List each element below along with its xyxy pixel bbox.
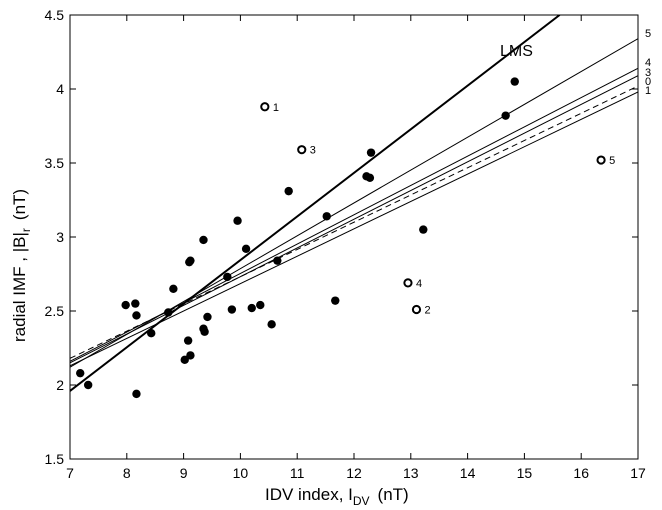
filled-point [121,300,130,310]
y-tick-label: 2 [56,377,64,393]
filled-point [233,216,242,225]
fit-line-0 [70,85,638,359]
open-point-label: 2 [424,305,430,317]
filled-point [203,312,212,322]
open-point [403,278,413,288]
filled-point [267,320,276,329]
open-point-label: 4 [416,278,422,290]
x-tick-labels: 7 8 9 10 11 12 13 14 15 16 17 [66,465,646,481]
y-tick-label: 4.5 [45,7,65,23]
x-tick-label: 9 [180,465,188,481]
filled-point [164,308,173,317]
y-tick-label: 4 [56,81,64,97]
x-tick-label: 12 [346,465,362,481]
filled-point [131,299,140,308]
y-tick-labels: 1.5 2 2.5 3 3.5 4 4.5 [45,7,65,467]
fit-line-label-3: 3 [645,67,651,79]
data-points [76,77,606,399]
y-tick-label: 3.5 [45,155,65,171]
filled-point [200,327,209,336]
fit-line-label-1: 1 [645,85,651,97]
plot-frame [69,14,639,460]
y-tick-label: 1.5 [45,451,65,467]
filled-point [83,380,93,390]
fit-line-label-4: 4 [645,57,651,69]
filled-point [132,389,141,399]
fit-line-lms [70,15,561,392]
open-point-label: 5 [609,155,615,167]
filled-point [169,284,178,293]
y-axis-title-main: radial IMF , |B| [10,232,29,342]
filled-point [227,305,237,314]
x-axis-title: IDV index, IDV (nT) [265,485,409,508]
fit-line-label-5: 5 [645,28,651,40]
y-axis-title-sub: r [19,228,33,232]
filled-point [147,329,156,338]
x-tick-label: 14 [460,465,476,481]
y-tick-label: 3 [56,229,64,245]
x-tick-label: 15 [517,465,533,481]
x-axis-title-main: IDV index, I [265,485,353,504]
y-axis-title-unit: (nT) [10,189,29,220]
filled-point [223,272,232,282]
open-point [596,155,606,165]
filled-point [186,256,195,265]
x-tick-label: 8 [123,465,131,481]
x-axis-title-sub: DV [353,494,370,508]
y-tick-label: 2.5 [45,303,65,319]
filled-point [419,225,428,234]
filled-point [273,256,282,265]
filled-point [256,300,265,310]
open-point [297,145,307,155]
filled-point [247,303,256,313]
x-tick-label: 11 [290,465,305,481]
filled-point [241,244,251,254]
axis-ticks [69,14,639,460]
filled-point [199,235,208,245]
x-tick-label: 10 [233,465,249,481]
fit-line-1 [70,91,638,367]
open-point-label: 1 [273,102,279,114]
filled-point [366,148,376,157]
open-point-labels: 1 2 3 4 5 [273,102,615,317]
filled-point [186,351,195,360]
y-axis-title: radial IMF , |B|r (nT) [10,189,33,342]
fit-line-3 [70,75,638,364]
filled-point [510,77,519,86]
x-tick-label: 17 [630,465,646,481]
filled-point [76,368,85,378]
x-tick-label: 16 [573,465,589,481]
open-point [260,102,270,112]
lms-line-label: LMS [500,43,533,60]
filled-point [183,336,193,345]
filled-point [365,173,375,182]
x-tick-label: 13 [403,465,419,481]
fit-line-label-0: 0 [645,76,651,88]
filled-point [284,186,293,196]
filled-point [331,296,340,305]
filled-point [132,311,141,320]
x-tick-label: 7 [66,465,74,481]
open-point [411,304,422,315]
open-point-label: 3 [310,145,316,157]
filled-point [501,111,510,120]
filled-point [322,212,331,221]
x-axis-title-unit: (nT) [378,485,409,504]
filled-point [180,355,189,365]
